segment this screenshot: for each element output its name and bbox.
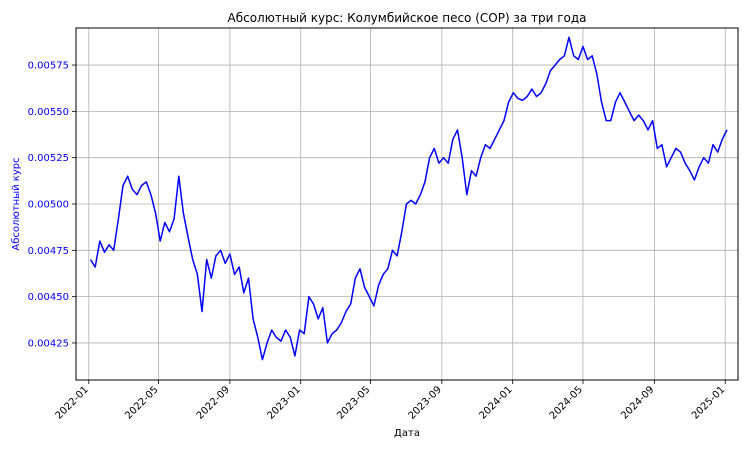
series-line	[89, 36, 728, 361]
y-axis: 0.00425 0.00450 0.00475 0.00500 0.00525 0.005…	[28, 61, 76, 349]
y-axis-label: Абсолютный курс	[11, 157, 22, 250]
x-axis-label: Дата	[394, 428, 420, 439]
chart-title: Абсолютный курс: Колумбийское песо (COP)…	[227, 11, 586, 25]
y-tick-label-3: 0.00500	[28, 200, 69, 211]
y-tick-label-2: 0.00475	[28, 246, 69, 257]
y-tick-label-5: 0.00550	[28, 107, 69, 118]
y-tick-label-0: 0.00425	[28, 338, 69, 349]
y-tick-label-4: 0.00525	[28, 153, 69, 164]
y-tick-label-1: 0.00450	[28, 292, 69, 303]
y-tick-label-6: 0.00575	[28, 61, 69, 72]
